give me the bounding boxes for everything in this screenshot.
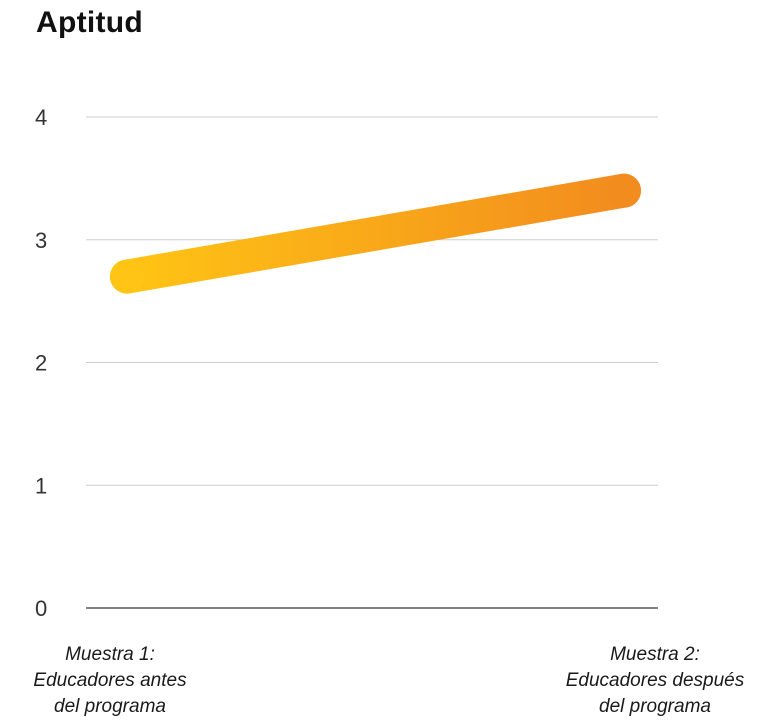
data-point-2 [607, 173, 641, 208]
y-tick-label-1: 1 [35, 473, 47, 498]
y-tick-label-2: 2 [35, 351, 47, 376]
y-tick-label-0: 0 [35, 596, 47, 621]
x-category-label-2: Muestra 2: Educadores después del progra… [565, 644, 745, 717]
y-tick-label-3: 3 [35, 228, 47, 253]
x-category-label-1: Muestra 1: Educadores antes del programa [33, 644, 187, 717]
series-line [110, 173, 641, 294]
y-axis-ticks: 0 1 2 3 4 [35, 105, 47, 621]
data-point-1 [110, 259, 144, 294]
chart-title: Aptitud [36, 6, 144, 39]
series-layer [110, 173, 641, 294]
y-tick-label-4: 4 [35, 105, 47, 130]
